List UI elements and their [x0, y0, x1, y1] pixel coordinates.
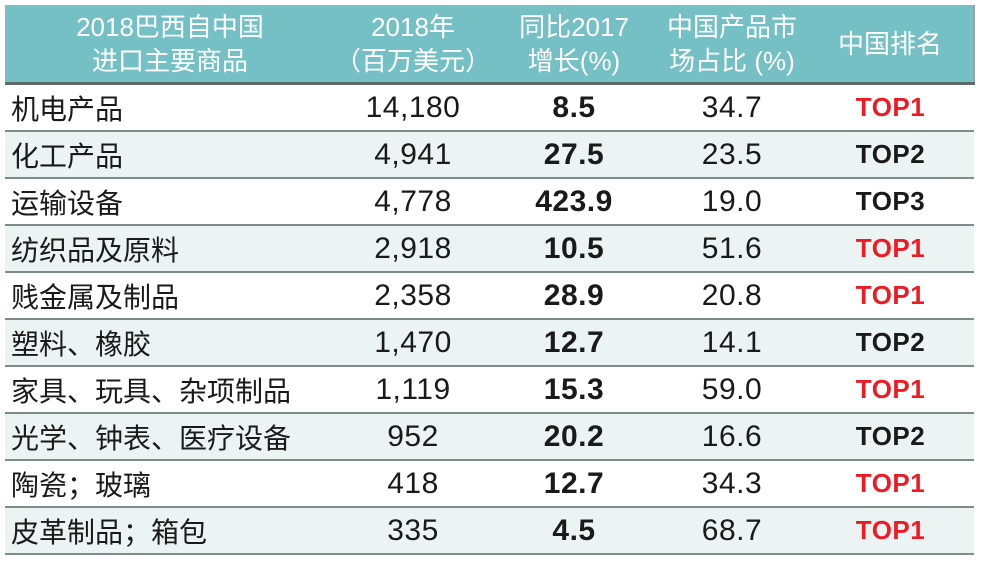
table-header: 2018巴西自中国 进口主要商品 2018年 （百万美元） 同比2017 增长(… — [5, 5, 975, 85]
value-cell: 1,470 — [335, 319, 491, 367]
value-cell: 335 — [335, 507, 491, 555]
value-cell: 952 — [335, 413, 491, 461]
growth-cell: 28.9 — [491, 272, 657, 320]
growth-cell: 27.5 — [491, 131, 657, 179]
table-row: 皮革制品；箱包 335 4.5 68.7 TOP1 — [5, 507, 974, 555]
value-cell: 1,119 — [335, 366, 491, 414]
table-row: 塑料、橡胶 1,470 12.7 14.1 TOP2 — [5, 319, 974, 367]
share-cell: 51.6 — [657, 225, 807, 273]
col-header-market-share: 中国产品市 场占比 (%) — [657, 5, 807, 85]
rank-cell: TOP1 — [807, 225, 974, 273]
table-row: 机电产品 14,180 8.5 34.7 TOP1 — [5, 83, 974, 132]
growth-cell: 15.3 — [491, 366, 657, 414]
product-cell: 皮革制品；箱包 — [5, 507, 335, 555]
value-cell: 4,778 — [335, 178, 491, 226]
growth-cell: 10.5 — [491, 225, 657, 273]
rank-cell: TOP1 — [807, 366, 974, 414]
table-row: 光学、钟表、医疗设备 952 20.2 16.6 TOP2 — [5, 413, 974, 461]
table-row: 陶瓷；玻璃 418 12.7 34.3 TOP1 — [5, 460, 974, 508]
product-cell: 家具、玩具、杂项制品 — [5, 366, 335, 414]
growth-cell: 12.7 — [491, 319, 657, 367]
table-row: 纺织品及原料 2,918 10.5 51.6 TOP1 — [5, 225, 974, 273]
value-cell: 418 — [335, 460, 491, 508]
growth-cell: 8.5 — [491, 83, 657, 132]
growth-cell: 12.7 — [491, 460, 657, 508]
imports-table: 2018巴西自中国 进口主要商品 2018年 （百万美元） 同比2017 增长(… — [5, 5, 975, 555]
share-cell: 34.7 — [657, 83, 807, 132]
rank-cell: TOP1 — [807, 272, 974, 320]
growth-cell: 4.5 — [491, 507, 657, 555]
rank-cell: TOP2 — [807, 131, 974, 179]
product-cell: 纺织品及原料 — [5, 225, 335, 273]
rank-cell: TOP3 — [807, 178, 974, 226]
table-row: 家具、玩具、杂项制品 1,119 15.3 59.0 TOP1 — [5, 366, 974, 414]
product-cell: 陶瓷；玻璃 — [5, 460, 335, 508]
share-cell: 14.1 — [657, 319, 807, 367]
rank-cell: TOP1 — [807, 460, 974, 508]
share-cell: 16.6 — [657, 413, 807, 461]
rank-cell: TOP2 — [807, 413, 974, 461]
share-cell: 20.8 — [657, 272, 807, 320]
growth-cell: 423.9 — [491, 178, 657, 226]
table-row: 运输设备 4,778 423.9 19.0 TOP3 — [5, 178, 974, 226]
col-header-value-2018: 2018年 （百万美元） — [335, 5, 491, 85]
col-header-product: 2018巴西自中国 进口主要商品 — [5, 5, 335, 85]
header-row: 2018巴西自中国 进口主要商品 2018年 （百万美元） 同比2017 增长(… — [5, 5, 975, 85]
product-cell: 光学、钟表、医疗设备 — [5, 413, 335, 461]
share-cell: 59.0 — [657, 366, 807, 414]
share-cell: 19.0 — [657, 178, 807, 226]
product-cell: 化工产品 — [5, 131, 335, 179]
value-cell: 2,918 — [335, 225, 491, 273]
table-body: 机电产品 14,180 8.5 34.7 TOP1 化工产品 4,941 27.… — [5, 83, 974, 555]
value-cell: 14,180 — [335, 83, 491, 132]
product-cell: 机电产品 — [5, 83, 335, 132]
table-row: 贱金属及制品 2,358 28.9 20.8 TOP1 — [5, 272, 974, 320]
rank-cell: TOP2 — [807, 319, 974, 367]
table-row: 化工产品 4,941 27.5 23.5 TOP2 — [5, 131, 974, 179]
share-cell: 68.7 — [657, 507, 807, 555]
col-header-china-rank: 中国排名 — [807, 5, 975, 85]
share-cell: 34.3 — [657, 460, 807, 508]
rank-cell: TOP1 — [807, 83, 974, 132]
value-cell: 2,358 — [335, 272, 491, 320]
product-cell: 塑料、橡胶 — [5, 319, 335, 367]
growth-cell: 20.2 — [491, 413, 657, 461]
share-cell: 23.5 — [657, 131, 807, 179]
rank-cell: TOP1 — [807, 507, 974, 555]
product-cell: 贱金属及制品 — [5, 272, 335, 320]
col-header-yoy-growth: 同比2017 增长(%) — [491, 5, 657, 85]
value-cell: 4,941 — [335, 131, 491, 179]
product-cell: 运输设备 — [5, 178, 335, 226]
